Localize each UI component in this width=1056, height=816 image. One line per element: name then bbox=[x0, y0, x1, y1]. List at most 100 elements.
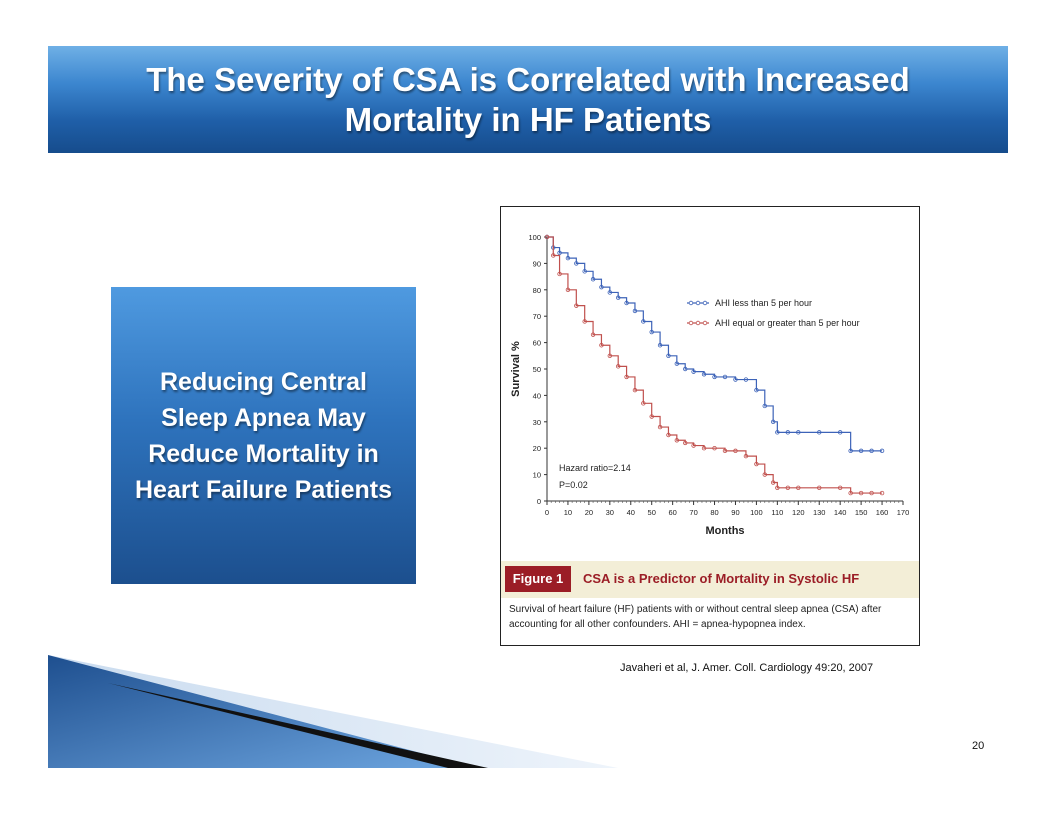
citation: Javaheri et al, J. Amer. Coll. Cardiolog… bbox=[620, 662, 874, 674]
slide-title: The Severity of CSA is Correlated with I… bbox=[48, 46, 1008, 153]
series-1-point bbox=[649, 329, 654, 335]
x-tick-label: 70 bbox=[689, 508, 697, 517]
series-1-point bbox=[641, 319, 646, 324]
y-tick-label: 100 bbox=[528, 233, 541, 242]
x-tick-label: 110 bbox=[771, 508, 783, 517]
series-2-point bbox=[607, 353, 613, 358]
series-2-point bbox=[770, 480, 776, 485]
series-2-point bbox=[590, 332, 596, 337]
x-tick-label: 30 bbox=[606, 508, 614, 517]
y-tick-label: 10 bbox=[533, 471, 541, 480]
series-1-point bbox=[785, 430, 791, 435]
series-2-point bbox=[869, 490, 874, 496]
x-tick-label: 160 bbox=[876, 508, 889, 517]
y-tick-label: 80 bbox=[533, 286, 541, 295]
series-2-point bbox=[712, 445, 717, 451]
series-1-point bbox=[743, 377, 749, 382]
series-2-point bbox=[785, 485, 791, 490]
series-1-point bbox=[848, 448, 853, 454]
series-1-point bbox=[574, 261, 579, 266]
series-1-point bbox=[691, 369, 696, 374]
series-1-point bbox=[657, 343, 663, 348]
x-tick-label: 0 bbox=[545, 508, 549, 517]
series-2-point bbox=[657, 424, 663, 430]
series-2-point bbox=[691, 443, 696, 448]
x-axis-label: Months bbox=[705, 525, 744, 537]
x-tick-label: 120 bbox=[792, 508, 805, 517]
series-2-point bbox=[557, 271, 562, 277]
series-1-point bbox=[565, 255, 571, 261]
series-1-point bbox=[817, 430, 822, 435]
series-1-point bbox=[632, 308, 638, 314]
series-2-point bbox=[599, 343, 604, 348]
series-2-point bbox=[733, 448, 738, 454]
series-2-point bbox=[624, 374, 629, 380]
series-2-point bbox=[582, 319, 587, 324]
series-line-2 bbox=[547, 236, 883, 494]
y-tick-label: 40 bbox=[533, 391, 541, 400]
series-2-point bbox=[632, 387, 638, 393]
y-tick-label: 20 bbox=[533, 444, 541, 453]
series-2-point bbox=[649, 414, 654, 419]
x-tick-label: 60 bbox=[668, 508, 676, 517]
legend-label-2: AHI equal or greater than 5 per hour bbox=[715, 318, 860, 328]
x-tick-label: 50 bbox=[648, 508, 656, 517]
x-tick-label: 90 bbox=[731, 508, 739, 517]
series-2-point bbox=[775, 485, 780, 490]
series-1-point bbox=[701, 372, 707, 377]
x-tick-label: 20 bbox=[585, 508, 593, 517]
series-1-point bbox=[858, 448, 864, 454]
series-2-point bbox=[754, 461, 759, 467]
x-tick-label: 100 bbox=[750, 508, 763, 517]
series-2-point bbox=[666, 432, 671, 438]
series-2-point bbox=[837, 485, 843, 490]
series-2-point bbox=[796, 485, 801, 490]
page-number: 20 bbox=[972, 740, 985, 752]
series-1-point bbox=[599, 284, 604, 290]
figure-label: Figure 1 bbox=[505, 566, 571, 592]
series-1-point bbox=[869, 448, 874, 454]
x-tick-label: 80 bbox=[710, 508, 718, 517]
legend-marker bbox=[702, 320, 708, 326]
series-2-point bbox=[574, 303, 579, 308]
series-1-point bbox=[733, 377, 738, 382]
series-2-point bbox=[683, 440, 688, 446]
y-tick-label: 50 bbox=[533, 365, 541, 374]
series-1-point bbox=[770, 419, 776, 424]
series-2-point bbox=[722, 448, 728, 454]
series-1-point bbox=[582, 269, 587, 274]
series-2-point bbox=[544, 234, 550, 240]
callout-box: Reducing Central Sleep Apnea May Reduce … bbox=[111, 287, 416, 584]
y-tick-label: 70 bbox=[533, 312, 541, 321]
swoosh-blue bbox=[48, 655, 478, 768]
series-line-1 bbox=[547, 236, 883, 452]
figure-caption-bar: Figure 1 CSA is a Predictor of Mortality… bbox=[501, 561, 919, 598]
series-1-point bbox=[674, 361, 680, 366]
legend-marker bbox=[695, 320, 701, 326]
series-2-point bbox=[565, 287, 571, 292]
decorative-swoosh bbox=[48, 655, 618, 768]
chart-annotation: P=0.02 bbox=[559, 480, 588, 490]
x-tick-label: 130 bbox=[813, 508, 826, 517]
figure-panel: 0 10 20 30 40 50 60 70 80 90 100 0 10 20 30 40 50 60 70 80 9… bbox=[500, 206, 920, 646]
series-1-point bbox=[837, 430, 843, 435]
series-1-point bbox=[624, 300, 629, 306]
series-2-point bbox=[641, 401, 646, 406]
series-1-point bbox=[607, 290, 613, 295]
figure-description: Survival of heart failure (HF) patients … bbox=[509, 604, 882, 630]
y-tick-label: 30 bbox=[533, 418, 541, 427]
series-1-point bbox=[683, 366, 688, 372]
series-1-point bbox=[666, 353, 671, 358]
series-1-point bbox=[775, 430, 780, 435]
series-2-point bbox=[858, 490, 864, 496]
y-axis-label: Survival % bbox=[510, 341, 522, 397]
series-1-point bbox=[557, 250, 562, 256]
x-tick-label: 150 bbox=[855, 508, 868, 517]
series-1-point bbox=[712, 374, 717, 380]
swoosh-dark bbox=[108, 683, 488, 768]
y-tick-label: 0 bbox=[537, 497, 541, 506]
series-2-point bbox=[701, 445, 707, 451]
series-1-point bbox=[590, 277, 596, 282]
series-2-point bbox=[817, 485, 822, 490]
series-2-point bbox=[615, 364, 621, 369]
